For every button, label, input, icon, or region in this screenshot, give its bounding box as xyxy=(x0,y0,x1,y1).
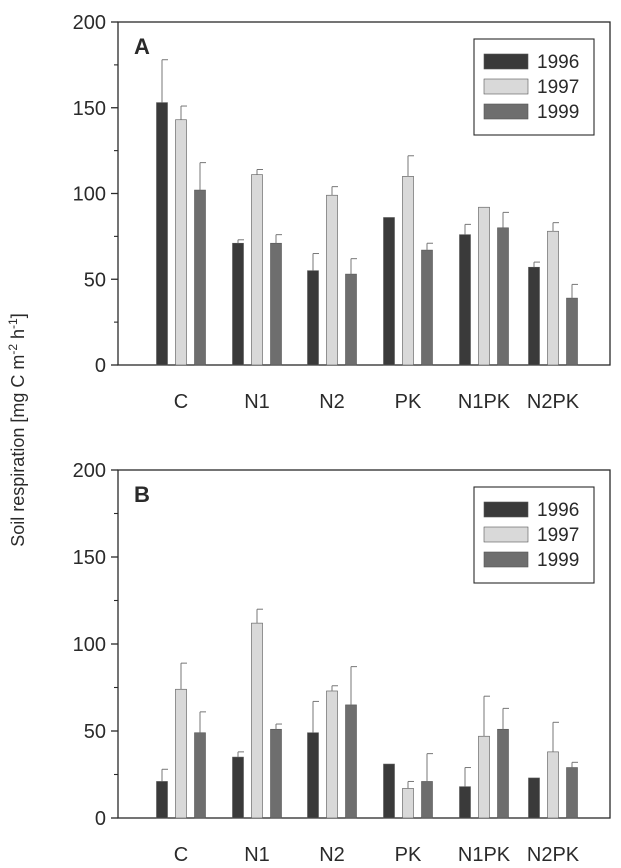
panel-a-legend-label-1997: 1997 xyxy=(537,77,579,98)
panel-a-bar-1999 xyxy=(194,189,206,366)
panel-a-legend-swatch-1997 xyxy=(483,78,529,95)
panel-b-bar-1999 xyxy=(566,767,578,819)
panel-b-x-tick-label: N2PK xyxy=(527,844,580,866)
y-axis-label: Soil respiration [mg C m-2 h-1] xyxy=(6,313,28,546)
panel-b-y-tick-label: 50 xyxy=(84,721,106,743)
panel-a-x-tick-label: N2 xyxy=(319,391,345,413)
panel-b-y-tick-label: 150 xyxy=(73,547,106,569)
panel-a-bar-1997 xyxy=(175,119,187,366)
panel-b-bar-1997 xyxy=(175,688,187,819)
y-axis-label-mid: h xyxy=(8,329,28,344)
panel-b-letter: B xyxy=(134,482,150,507)
panel-a-x-tick-label: N1 xyxy=(244,391,270,413)
y-axis-label-exp1: -2 xyxy=(6,344,20,355)
panel-b-legend-swatch-1996 xyxy=(483,501,529,518)
panel-a-y-tick-label: 100 xyxy=(73,184,106,206)
y-axis-label-end: ] xyxy=(8,313,28,318)
panel-b-legend-label-1996: 1996 xyxy=(537,500,579,521)
panel-b-legend: 1996 1997 1999 xyxy=(473,486,595,584)
panel-a-bar-1996 xyxy=(232,242,244,366)
panel-a-y-tick-label: 0 xyxy=(95,355,106,377)
panel-b-x-tick-label: N1PK xyxy=(458,844,511,866)
panel-a-y-tick-label: 50 xyxy=(84,269,106,291)
y-axis-label-main: Soil respiration [mg C m xyxy=(8,355,28,547)
panel-b-bar-1999 xyxy=(497,728,509,819)
panel-a-x-tick-label: N1PK xyxy=(458,391,511,413)
panel-a-bar-1996 xyxy=(459,234,471,366)
panel-a-bar-1999 xyxy=(566,297,578,366)
panel-a-legend-swatch-1996 xyxy=(483,53,529,70)
panel-b-bar-1999 xyxy=(194,732,206,819)
panel-b-bar-1996 xyxy=(459,786,471,819)
panel-a-y-tick-label: 200 xyxy=(73,12,106,34)
panel-b-bar-1999 xyxy=(345,704,357,819)
panel-b-bar-1996 xyxy=(383,763,395,819)
panel-a-bar-1999 xyxy=(421,249,433,366)
panel-b-bar-1999 xyxy=(270,728,282,819)
panel-b-bar-1997 xyxy=(326,690,338,819)
panel-b-x-tick-label: N1 xyxy=(244,844,270,866)
panel-b-legend-swatch-1999 xyxy=(483,551,529,568)
panel-a-legend-label-1999: 1999 xyxy=(537,102,579,123)
panel-a-bar-1999 xyxy=(270,242,282,366)
panel-b-bar-1997 xyxy=(402,788,414,819)
panel-a-legend-label-1996: 1996 xyxy=(537,52,579,73)
panel-b-bar-1997 xyxy=(547,751,559,819)
panel-a-bar-1996 xyxy=(383,217,395,366)
panel-b-bar-1996 xyxy=(156,781,168,819)
panel-b-legend-label-1997: 1997 xyxy=(537,525,579,546)
panel-a-x-tick-label: PK xyxy=(395,391,422,413)
panel-a-bar-1999 xyxy=(497,227,509,366)
y-axis-label-exp2: -1 xyxy=(6,318,20,329)
panel-a-bar-1997 xyxy=(547,230,559,366)
panel-a-letter: A xyxy=(134,34,150,59)
panel-a-bar-1996 xyxy=(528,266,540,366)
panel-a-bar-1997 xyxy=(251,174,263,366)
panel-a-bar-1997 xyxy=(402,176,414,366)
panel-b-x-tick-label: PK xyxy=(395,844,422,866)
panel-b-x-tick-label: C xyxy=(174,844,188,866)
panel-a-bar-1999 xyxy=(345,273,357,366)
panel-a-legend: 1996 1997 1999 xyxy=(473,38,595,136)
panel-a-bar-1997 xyxy=(326,194,338,366)
panel-b-y-tick-label: 0 xyxy=(95,808,106,830)
panel-a-bar-1996 xyxy=(307,270,319,366)
panel-b-bar-1996 xyxy=(232,756,244,819)
panel-b-y-tick-label: 200 xyxy=(73,460,106,482)
panel-a-legend-swatch-1999 xyxy=(483,103,529,120)
panel-a-bar-1997 xyxy=(478,206,490,366)
panel-b-bar-1996 xyxy=(307,732,319,819)
panel-b-bar-1996 xyxy=(528,777,540,819)
panel-b-y-tick-label: 100 xyxy=(73,634,106,656)
panel-a-bar-1996 xyxy=(156,102,168,366)
panel-b-bar-1997 xyxy=(251,622,263,819)
panel-b-legend-label-1999: 1999 xyxy=(537,550,579,571)
panel-b-bar-1999 xyxy=(421,781,433,819)
panel-a-x-tick-label: N2PK xyxy=(527,391,580,413)
panel-b-legend-swatch-1997 xyxy=(483,526,529,543)
panel-a-y-tick-label: 150 xyxy=(73,98,106,120)
panel-b-x-tick-label: N2 xyxy=(319,844,345,866)
panel-b-bar-1997 xyxy=(478,735,490,819)
panel-a-x-tick-label: C xyxy=(174,391,188,413)
